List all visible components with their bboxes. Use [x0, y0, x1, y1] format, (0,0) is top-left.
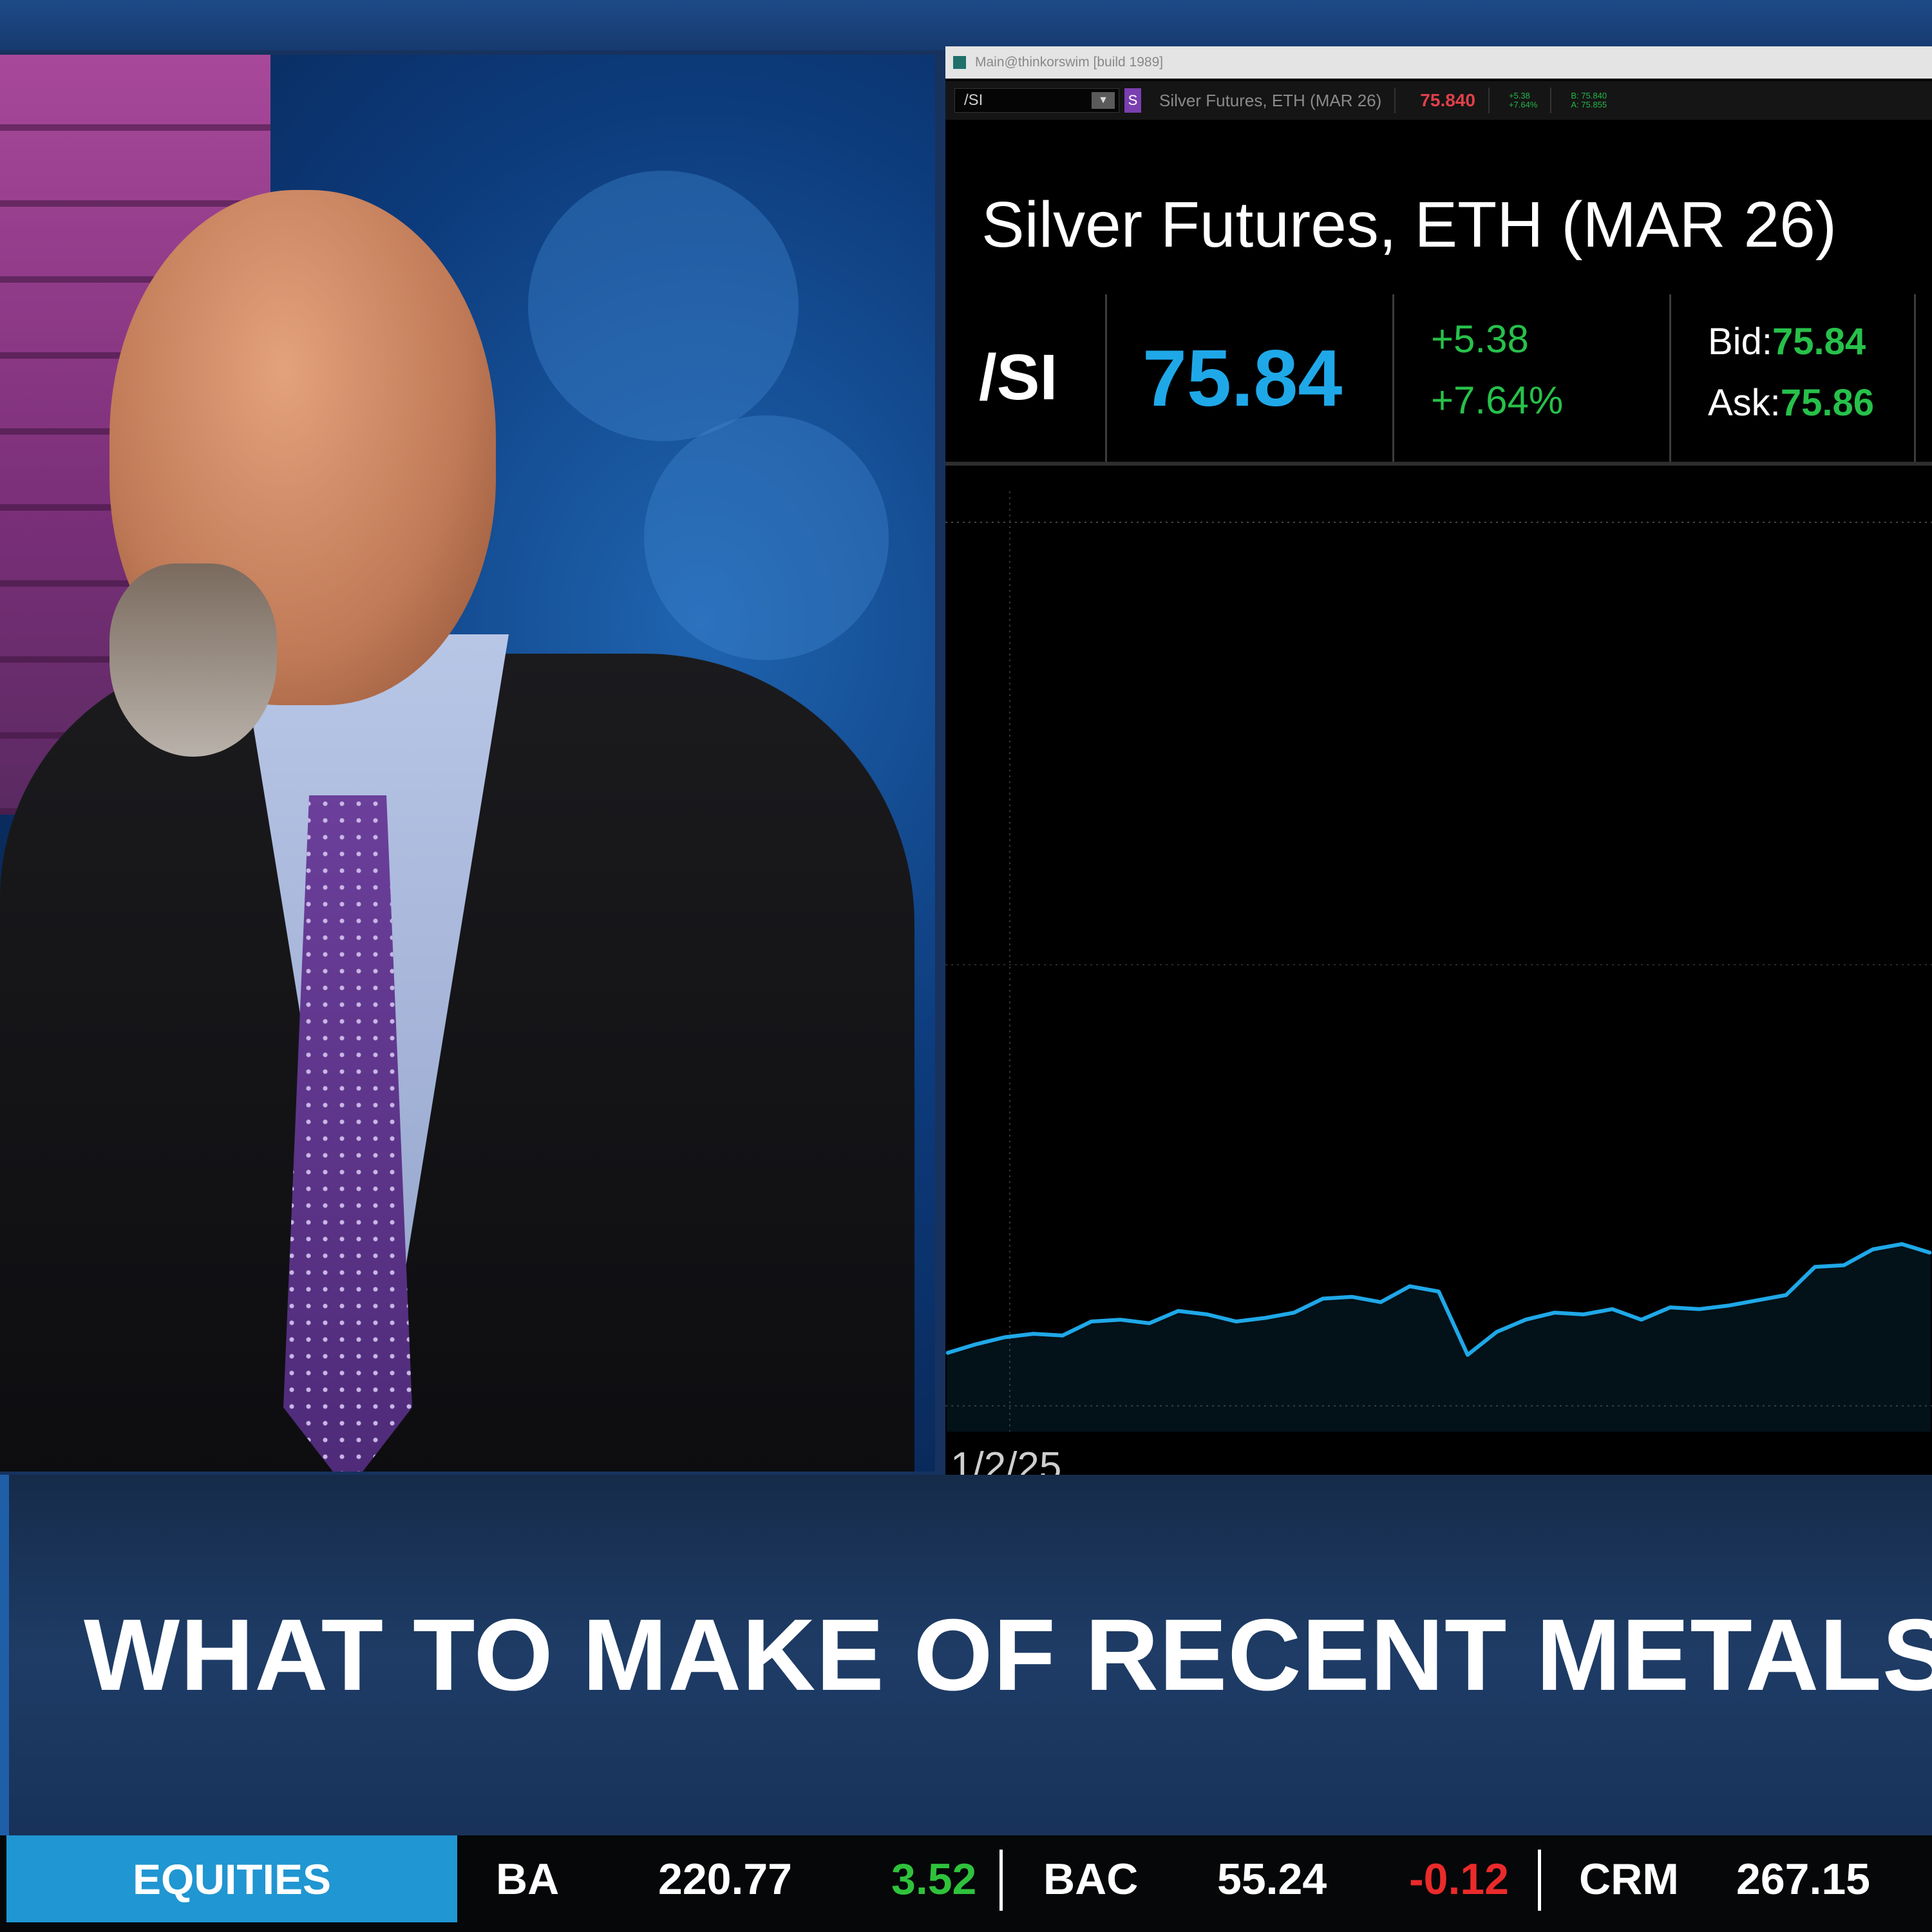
ticker-price: 267.15: [1736, 1854, 1870, 1904]
price-point: [1032, 1332, 1035, 1335]
price-point: [1582, 1313, 1585, 1316]
symbol-toolbar: /SI ▼ S Silver Futures, ETH (MAR 26) 75.…: [945, 81, 1932, 120]
ticker-category: EQUITIES: [6, 1835, 457, 1922]
price-point: [945, 1352, 948, 1354]
chevron-down-icon[interactable]: ▼: [1092, 92, 1115, 109]
price-point: [1235, 1320, 1237, 1323]
divider: [1105, 294, 1107, 462]
quote-symbol: /SI: [979, 341, 1058, 413]
price-point: [1177, 1310, 1180, 1312]
window-title: Main@thinkorswim [build 1989]: [975, 55, 1164, 70]
divider: [1392, 294, 1394, 462]
headline-text: WHAT TO MAKE OF RECENT METALS: [84, 1598, 1932, 1712]
ask-label: Ask:: [1708, 382, 1781, 424]
price-point: [1756, 1299, 1758, 1302]
bid-label: Bid:: [1708, 321, 1772, 363]
toolbar-ask: A: 75.855: [1571, 100, 1607, 109]
price-point: [1061, 1334, 1064, 1337]
price-point: [1466, 1354, 1469, 1356]
price-point: [1698, 1308, 1700, 1311]
percent-change: +7.64%: [1431, 379, 1564, 422]
toolbar-last-price: 75.840: [1420, 90, 1475, 110]
toolbar-change: +5.38 +7.64%: [1509, 91, 1537, 109]
price-point: [1669, 1306, 1672, 1309]
guest-beard: [109, 564, 277, 757]
ticker-symbol: BAC: [1043, 1854, 1139, 1904]
ticker-change: -0.12: [1409, 1854, 1509, 1904]
ask-value: 75.86: [1780, 382, 1874, 424]
studio-video-feed: [0, 55, 935, 1472]
instrument-name: Silver Futures, ETH (MAR 26): [1159, 90, 1382, 110]
price-area: [947, 1244, 1931, 1432]
symbol-input[interactable]: /SI ▼: [954, 88, 1119, 113]
last-price: 75.84: [1142, 334, 1343, 423]
divider: [1488, 88, 1490, 113]
ticker-price: 220.77: [658, 1854, 792, 1904]
price-point: [1206, 1313, 1208, 1316]
price-point: [1321, 1297, 1324, 1300]
stock-ticker: EQUITIES BA 220.77 3.52 BAC 55.24 -0.12 …: [0, 1835, 1932, 1932]
ticker-price: 55.24: [1217, 1854, 1327, 1904]
app-logo-icon: [953, 56, 966, 69]
symbol-input-value: /SI: [964, 91, 983, 109]
trading-platform-window: Main@thinkorswim [build 1989] /SI ▼ S Si…: [945, 46, 1932, 1489]
lower-third-banner: [0, 1475, 1932, 1835]
price-point: [1611, 1308, 1614, 1311]
price-point: [1900, 1243, 1903, 1245]
bid-quote: Bid:75.84: [1708, 320, 1866, 363]
toolbar-bidask: B: 75.840 A: 75.855: [1571, 91, 1607, 109]
price-point: [1379, 1301, 1382, 1303]
quote-row: /SI 75.84 +5.38 +7.64% Bid:75.84 Ask:75.…: [945, 294, 1932, 462]
price-point: [1814, 1265, 1816, 1268]
toolbar-change-pct: +7.64%: [1508, 100, 1538, 109]
divider: [1914, 294, 1916, 462]
bokeh-light: [528, 171, 799, 441]
style-badge[interactable]: S: [1124, 88, 1141, 113]
divider: [945, 462, 1932, 466]
window-title-bar[interactable]: Main@thinkorswim [build 1989]: [945, 46, 1932, 79]
price-point: [1727, 1304, 1729, 1307]
ticker-symbol: CRM: [1579, 1854, 1679, 1904]
price-point: [1090, 1320, 1093, 1323]
bokeh-light: [644, 415, 889, 660]
bid-value: 75.84: [1772, 321, 1866, 363]
ticker-symbol: BA: [496, 1854, 560, 1904]
instrument-title: Silver Futures, ETH (MAR 26): [981, 189, 1837, 261]
toolbar-change-value: +5.38: [1508, 91, 1530, 100]
price-point: [1293, 1311, 1295, 1314]
price-point: [1437, 1291, 1440, 1293]
price-point: [1929, 1251, 1932, 1254]
price-point: [974, 1343, 977, 1345]
top-band: [0, 0, 1932, 50]
guest-tie: [283, 795, 412, 1472]
net-change: +5.38: [1431, 317, 1529, 361]
price-point: [1119, 1318, 1122, 1321]
toolbar-bid: B: 75.840: [1571, 91, 1607, 100]
price-point: [1264, 1317, 1266, 1319]
price-point: [1842, 1264, 1845, 1267]
ticker-separator: [1538, 1850, 1541, 1911]
price-point: [1148, 1322, 1151, 1325]
price-point: [1640, 1318, 1643, 1321]
divider: [1394, 88, 1396, 113]
ticker-separator: [999, 1850, 1003, 1911]
price-point: [1408, 1285, 1411, 1287]
ticker-change: 3.52: [891, 1854, 977, 1904]
price-point: [1553, 1311, 1556, 1314]
price-point: [1871, 1248, 1874, 1251]
divider: [1669, 294, 1671, 462]
price-point: [1350, 1296, 1353, 1298]
price-chart[interactable]: [945, 466, 1932, 1432]
price-point: [1524, 1318, 1527, 1321]
price-point: [1003, 1336, 1006, 1339]
price-point: [1785, 1294, 1787, 1296]
divider: [1550, 88, 1552, 113]
price-point: [1495, 1331, 1498, 1333]
ask-quote: Ask:75.86: [1708, 381, 1874, 424]
